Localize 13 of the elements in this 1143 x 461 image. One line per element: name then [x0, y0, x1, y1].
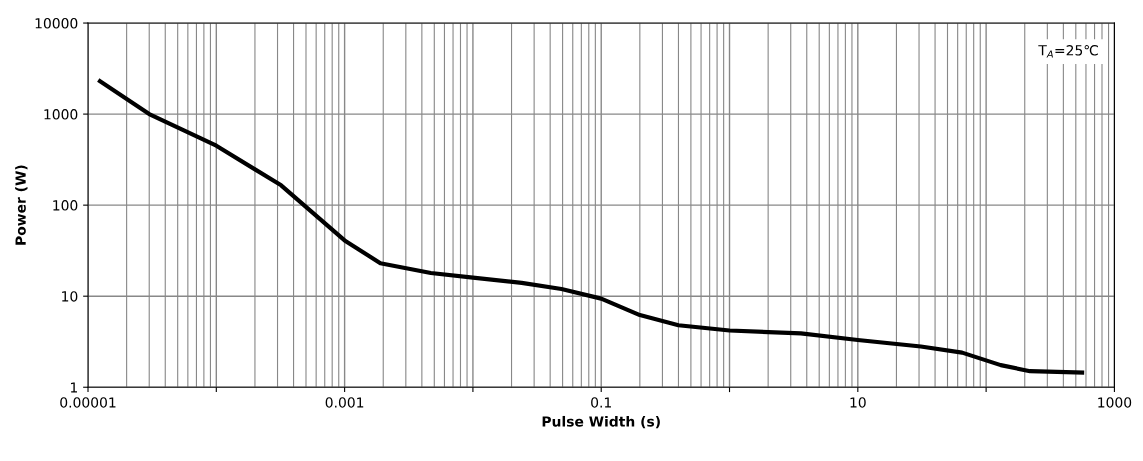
x-axis-title: Pulse Width (s) [542, 415, 660, 429]
annotation: T$_{A}$=25℃ [1038, 45, 1098, 58]
y-tick-label: 1000 [44, 109, 78, 120]
y-tick-label: 10000 [35, 18, 78, 29]
y-tick-label: 100 [53, 200, 78, 211]
x-tick-label: 0.00001 [60, 397, 116, 408]
x-tick-label: 1000 [1098, 397, 1132, 408]
y-axis-title: Power (W) [15, 165, 28, 245]
y-tick-label: 1 [70, 382, 78, 393]
y-tick-label: 10 [62, 291, 78, 302]
x-tick-label: 10 [850, 397, 866, 408]
x-tick-label: 0.001 [325, 397, 364, 408]
x-tick-label: 0.1 [591, 397, 611, 408]
